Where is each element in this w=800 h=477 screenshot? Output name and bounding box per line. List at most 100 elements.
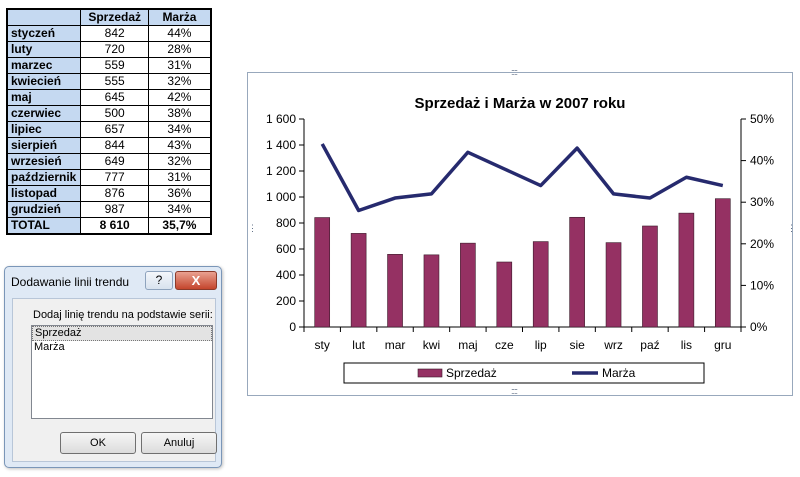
margin-cell[interactable]: 31% <box>147 57 212 74</box>
sales-cell[interactable]: 645 <box>80 89 149 106</box>
sales-cell[interactable]: 555 <box>80 73 149 90</box>
month-cell[interactable]: maj <box>6 89 82 106</box>
ok-button[interactable]: OK <box>60 432 136 454</box>
margin-cell[interactable]: 34% <box>147 121 212 138</box>
table-row: kwiecień 555 32% <box>6 73 212 90</box>
bar-sales <box>314 217 331 328</box>
left-tick-label: 1 000 <box>266 190 296 204</box>
sales-cell[interactable]: 987 <box>80 201 149 218</box>
table-row: grudzień 987 34% <box>6 201 212 218</box>
left-tick-label: 1 200 <box>266 164 296 178</box>
table-row: lipiec 657 34% <box>6 121 212 138</box>
month-cell[interactable]: grudzień <box>6 201 82 218</box>
x-tick-label: mar <box>385 338 406 352</box>
x-tick-label: lis <box>681 338 692 352</box>
month-cell[interactable]: lipiec <box>6 121 82 138</box>
bar-sales <box>605 242 622 328</box>
margin-cell[interactable]: 34% <box>147 201 212 218</box>
month-cell[interactable]: luty <box>6 41 82 58</box>
resize-handle-top[interactable]: :::: <box>511 67 518 77</box>
month-cell[interactable]: styczeń <box>6 25 82 42</box>
sales-cell[interactable]: 777 <box>80 169 149 186</box>
sales-cell[interactable]: 500 <box>80 105 149 122</box>
series-prompt-label: Dodaj linię trendu na podstawie serii: <box>33 309 213 321</box>
bar-sales <box>460 242 476 328</box>
bar-sales <box>387 254 403 328</box>
table-row: październik 777 31% <box>6 169 212 186</box>
x-tick-label: gru <box>714 338 731 352</box>
bar-sales <box>569 216 585 328</box>
month-cell[interactable]: listopad <box>6 185 82 202</box>
dialog-body: Dodaj linię trendu na podstawie serii: S… <box>12 298 217 462</box>
bar-sales <box>496 261 513 328</box>
series-option-sales[interactable]: Sprzedaż <box>32 326 212 341</box>
right-tick-label: 40% <box>750 154 774 168</box>
left-tick-label: 0 <box>289 320 296 334</box>
month-cell[interactable]: czerwiec <box>6 105 82 122</box>
sales-cell[interactable]: 876 <box>80 185 149 202</box>
sales-cell[interactable]: 720 <box>80 41 149 58</box>
margin-cell[interactable]: 32% <box>147 73 212 90</box>
left-tick-label: 400 <box>276 268 296 282</box>
margin-cell[interactable]: 31% <box>147 169 212 186</box>
header-corner-cell[interactable] <box>6 8 82 26</box>
total-row: TOTAL 8 610 35,7% <box>6 217 212 235</box>
resize-handle-bottom[interactable]: :::: <box>511 386 518 396</box>
margin-cell[interactable]: 38% <box>147 105 212 122</box>
resize-handle-right[interactable]: ⋮ <box>787 223 796 233</box>
margin-cell[interactable]: 36% <box>147 185 212 202</box>
table-row: marzec 559 31% <box>6 57 212 74</box>
bar-sales <box>350 233 367 328</box>
bar-sales <box>714 198 731 328</box>
x-tick-label: wrz <box>603 338 623 352</box>
bar-sales <box>678 212 695 328</box>
legend-box <box>343 362 705 384</box>
month-cell[interactable]: październik <box>6 169 82 186</box>
margin-cell[interactable]: 28% <box>147 41 212 58</box>
close-button[interactable]: X <box>175 271 217 290</box>
legend-label-margin: Marża <box>602 366 636 380</box>
margin-cell[interactable]: 42% <box>147 89 212 106</box>
cancel-button[interactable]: Anuluj <box>141 432 217 454</box>
table-row: wrzesień 649 32% <box>6 153 212 170</box>
add-trendline-dialog: Dodawanie linii trendu ? X Dodaj linię t… <box>4 266 222 468</box>
sales-cell[interactable]: 649 <box>80 153 149 170</box>
resize-handle-left[interactable]: ⋮ <box>248 223 257 233</box>
header-margin[interactable]: Marża <box>147 8 212 26</box>
left-tick-label: 1 400 <box>266 138 296 152</box>
total-label-cell[interactable]: TOTAL <box>6 217 82 235</box>
x-tick-label: paź <box>640 338 659 352</box>
dialog-title: Dodawanie linii trendu <box>11 275 130 289</box>
sales-cell[interactable]: 657 <box>80 121 149 138</box>
x-tick-label: cze <box>495 338 514 352</box>
month-cell[interactable]: sierpień <box>6 137 82 154</box>
margin-cell[interactable]: 44% <box>147 25 212 42</box>
left-tick-label: 200 <box>276 294 296 308</box>
margin-cell[interactable]: 32% <box>147 153 212 170</box>
chart-area[interactable]: :::: :::: ⋮ ⋮ Sprzedaż i Marża w 2007 ro… <box>247 67 796 396</box>
bar-sales <box>532 241 549 328</box>
legend-label-sales: Sprzedaż <box>446 366 497 380</box>
data-table: Sprzedaż Marża styczeń 842 44% luty 720 28% ma… <box>6 8 212 235</box>
right-tick-label: 0% <box>750 320 768 334</box>
help-button[interactable]: ? <box>145 271 173 290</box>
month-cell[interactable]: kwiecień <box>6 73 82 90</box>
x-tick-label: maj <box>458 338 477 352</box>
total-sales-cell[interactable]: 8 610 <box>80 217 149 235</box>
margin-cell[interactable]: 43% <box>147 137 212 154</box>
series-option-margin[interactable]: Marża <box>34 341 65 353</box>
series-listbox[interactable]: Sprzedaż Marża <box>31 325 213 419</box>
month-cell[interactable]: marzec <box>6 57 82 74</box>
sales-cell[interactable]: 559 <box>80 57 149 74</box>
month-cell[interactable]: wrzesień <box>6 153 82 170</box>
header-sales[interactable]: Sprzedaż <box>80 8 149 26</box>
combo-chart: Sprzedaż i Marża w 2007 roku 0 200 400 600 8… <box>266 95 774 384</box>
sales-cell[interactable]: 842 <box>80 25 149 42</box>
sales-cell[interactable]: 844 <box>80 137 149 154</box>
left-tick-label: 1 600 <box>266 112 296 126</box>
table-row: maj 645 42% <box>6 89 212 106</box>
chart-title: Sprzedaż i Marża w 2007 roku <box>415 95 626 112</box>
total-margin-cell[interactable]: 35,7% <box>147 217 212 235</box>
x-tick-label: sty <box>315 338 330 352</box>
table-row: styczeń 842 44% <box>6 25 212 42</box>
